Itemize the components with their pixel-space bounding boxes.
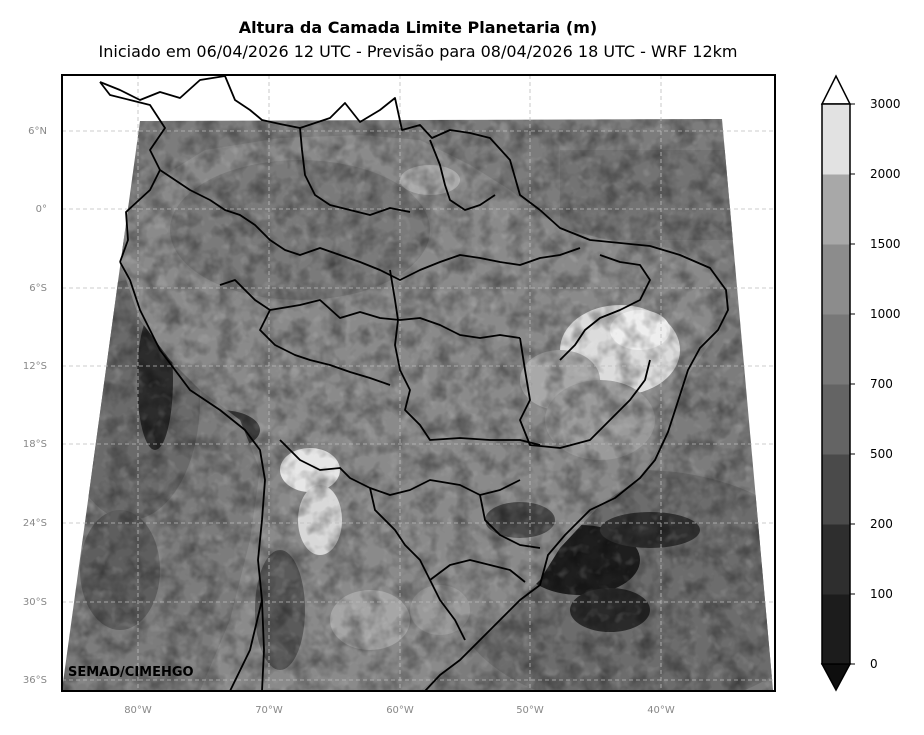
colorbar-label: 200 xyxy=(870,517,893,531)
colorbar-extend-high xyxy=(820,74,852,105)
lon-tick: 50°W xyxy=(516,705,544,716)
colorbar-label: 1500 xyxy=(870,237,901,251)
colorbar-segment xyxy=(822,454,850,525)
graticule xyxy=(62,75,775,691)
lat-tick: 30°S xyxy=(23,597,47,608)
map-subtitle: Iniciado em 06/04/2026 12 UTC - Previsão… xyxy=(98,42,738,61)
lat-tick: 6°S xyxy=(29,283,47,294)
lon-tick: 70°W xyxy=(255,705,283,716)
boundary-layer-field xyxy=(62,119,773,690)
colorbar-segment xyxy=(822,594,850,665)
lat-tick: 12°S xyxy=(23,361,47,372)
credit-label: SEMAD/CIMEHGO xyxy=(68,665,194,680)
colorbar-label: 0 xyxy=(870,657,878,671)
lon-tick: 40°W xyxy=(647,705,675,716)
colorbar-segment xyxy=(822,244,850,315)
colorbar-extend-low xyxy=(820,663,852,692)
colorbar-segment xyxy=(822,174,850,245)
colorbar-label: 1000 xyxy=(870,307,901,321)
lat-tick: 18°S xyxy=(23,439,47,450)
colorbar: 0 100 200 500 700 1000 1500 2000 3000 xyxy=(820,74,901,692)
colorbar-label: 700 xyxy=(870,377,893,391)
colorbar-segment xyxy=(822,314,850,385)
lat-tick: 24°S xyxy=(23,518,47,529)
colorbar-label: 500 xyxy=(870,447,893,461)
colorbar-segment xyxy=(822,104,850,175)
colorbar-segment xyxy=(822,384,850,455)
colorbar-label: 3000 xyxy=(870,97,901,111)
colorbar-label: 2000 xyxy=(870,167,901,181)
lat-tick: 0° xyxy=(36,204,47,215)
colorbar-label: 100 xyxy=(870,587,893,601)
map-frame xyxy=(61,74,776,692)
lat-tick: 36°S xyxy=(23,675,47,686)
lon-tick: 60°W xyxy=(386,705,414,716)
coastlines-borders xyxy=(99,75,729,691)
map-title: Altura da Camada Limite Planetaria (m) xyxy=(238,18,598,37)
colorbar-segment xyxy=(822,524,850,595)
lon-tick: 80°W xyxy=(124,705,152,716)
lat-tick: 6°N xyxy=(28,126,47,137)
